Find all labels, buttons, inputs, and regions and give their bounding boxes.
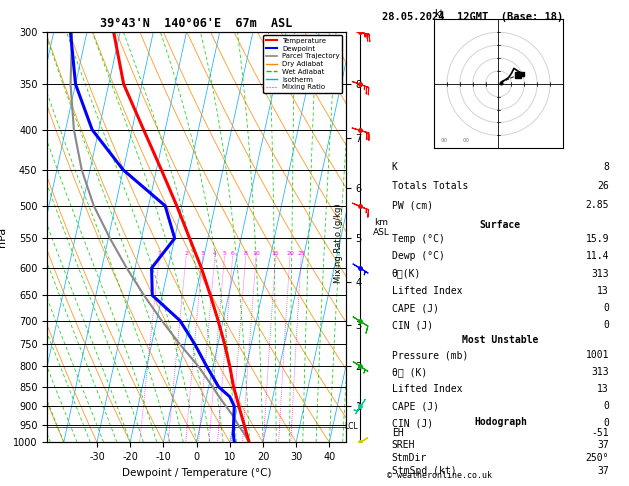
Text: 0: 0 bbox=[603, 401, 609, 411]
Text: PW (cm): PW (cm) bbox=[392, 200, 433, 210]
Text: 90: 90 bbox=[440, 138, 447, 143]
Text: K: K bbox=[392, 161, 398, 172]
Y-axis label: hPa: hPa bbox=[0, 227, 8, 247]
Text: 13: 13 bbox=[597, 286, 609, 296]
Text: 15: 15 bbox=[272, 251, 279, 257]
Text: 20: 20 bbox=[286, 251, 294, 257]
Text: Lifted Index: Lifted Index bbox=[392, 384, 462, 394]
Text: 8: 8 bbox=[603, 161, 609, 172]
Text: 25: 25 bbox=[298, 251, 305, 257]
Text: CIN (J): CIN (J) bbox=[392, 418, 433, 428]
Text: 0: 0 bbox=[603, 303, 609, 313]
Y-axis label: km
ASL: km ASL bbox=[373, 218, 390, 237]
Text: θᴄ(K): θᴄ(K) bbox=[392, 269, 421, 278]
Text: 313: 313 bbox=[591, 367, 609, 377]
Text: 28.05.2024  12GMT  (Base: 18): 28.05.2024 12GMT (Base: 18) bbox=[382, 12, 564, 22]
Text: -51: -51 bbox=[591, 428, 609, 437]
Text: 37: 37 bbox=[597, 440, 609, 451]
Text: 0: 0 bbox=[603, 320, 609, 330]
Text: LCL: LCL bbox=[344, 422, 358, 431]
Text: 6: 6 bbox=[231, 251, 235, 257]
Text: CIN (J): CIN (J) bbox=[392, 320, 433, 330]
Text: StmSpd (kt): StmSpd (kt) bbox=[392, 466, 457, 476]
Legend: Temperature, Dewpoint, Parcel Trajectory, Dry Adiabat, Wet Adiabat, Isotherm, Mi: Temperature, Dewpoint, Parcel Trajectory… bbox=[264, 35, 342, 93]
Text: 313: 313 bbox=[591, 269, 609, 278]
Text: CAPE (J): CAPE (J) bbox=[392, 303, 439, 313]
Text: 250°: 250° bbox=[586, 453, 609, 463]
Text: EH: EH bbox=[392, 428, 404, 437]
Text: 13: 13 bbox=[597, 384, 609, 394]
Text: © weatheronline.co.uk: © weatheronline.co.uk bbox=[387, 471, 492, 480]
Text: CAPE (J): CAPE (J) bbox=[392, 401, 439, 411]
Text: 1: 1 bbox=[157, 251, 161, 257]
Text: θᴄ (K): θᴄ (K) bbox=[392, 367, 427, 377]
Text: 3: 3 bbox=[201, 251, 204, 257]
Text: Temp (°C): Temp (°C) bbox=[392, 234, 445, 244]
Text: 2.85: 2.85 bbox=[586, 200, 609, 210]
Text: Dewp (°C): Dewp (°C) bbox=[392, 251, 445, 261]
Text: Mixing Ratio (g/kg): Mixing Ratio (g/kg) bbox=[334, 203, 343, 283]
Text: Hodograph: Hodograph bbox=[474, 417, 527, 427]
X-axis label: Dewpoint / Temperature (°C): Dewpoint / Temperature (°C) bbox=[122, 468, 271, 478]
Text: 00: 00 bbox=[462, 138, 469, 143]
Text: 1001: 1001 bbox=[586, 350, 609, 361]
Text: Lifted Index: Lifted Index bbox=[392, 286, 462, 296]
Text: 2: 2 bbox=[184, 251, 188, 257]
Text: SREH: SREH bbox=[392, 440, 415, 451]
Text: 11.4: 11.4 bbox=[586, 251, 609, 261]
Text: Pressure (mb): Pressure (mb) bbox=[392, 350, 468, 361]
Text: Surface: Surface bbox=[480, 220, 521, 230]
Text: 0: 0 bbox=[603, 418, 609, 428]
Text: 4: 4 bbox=[213, 251, 217, 257]
Title: 39°43'N  140°06'E  67m  ASL: 39°43'N 140°06'E 67m ASL bbox=[101, 17, 292, 31]
Text: 5: 5 bbox=[223, 251, 226, 257]
Text: 37: 37 bbox=[597, 466, 609, 476]
Text: 15.9: 15.9 bbox=[586, 234, 609, 244]
Text: 10: 10 bbox=[252, 251, 260, 257]
Text: Most Unstable: Most Unstable bbox=[462, 335, 538, 346]
Text: 26: 26 bbox=[597, 181, 609, 191]
Text: StmDir: StmDir bbox=[392, 453, 427, 463]
Text: Totals Totals: Totals Totals bbox=[392, 181, 468, 191]
Text: kt: kt bbox=[434, 9, 443, 18]
Text: 8: 8 bbox=[244, 251, 248, 257]
